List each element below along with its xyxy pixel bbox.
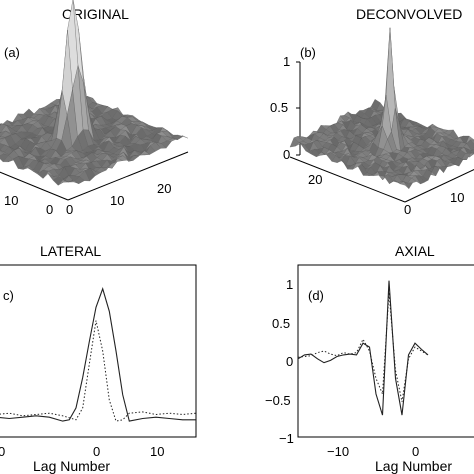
panel-b-surface: [289, 27, 474, 203]
panel-b-xtick-10: 10: [450, 190, 464, 205]
panel-b-ztick-05: 0.5: [270, 100, 288, 115]
panel-b-xtick-0: 0: [404, 202, 411, 217]
panel-a-facet: [62, 179, 74, 183]
panel-b-title: DECONVOLVED: [356, 6, 462, 22]
panel-c-axes-box: [0, 264, 197, 438]
panel-a-label: (a): [4, 45, 20, 60]
panel-d-series-dotted: [297, 292, 429, 402]
panel-c-label: c): [3, 288, 14, 303]
panel-d-label: (d): [308, 288, 324, 303]
panel-a-title: ORIGINAL: [62, 6, 129, 22]
panel-d-series-solid: [297, 280, 429, 416]
panel-d-ytick-0: 0: [286, 354, 293, 369]
panel-b-label: (b): [300, 45, 316, 60]
panel-d-plot: [297, 264, 474, 438]
panel-d-ytick-1: 1: [286, 277, 293, 292]
panel-a-xtick-10: 10: [110, 193, 124, 208]
panel-d-xtick-m10: −10: [327, 444, 349, 459]
panel-c-xlabel: Lag Number: [33, 458, 110, 474]
panel-a-xtick-0: 0: [66, 202, 73, 217]
panel-c-xtick-left: 0: [0, 444, 5, 459]
panel-b-x-axis: [404, 168, 474, 203]
panel-c-series-dotted: [0, 320, 197, 422]
panel-c-title: LATERAL: [40, 243, 101, 259]
panel-c-xtick-10: 10: [150, 444, 164, 459]
panel-d-ytick-05: 0.5: [272, 316, 290, 331]
panel-d-xtick-0: 0: [412, 444, 419, 459]
panel-d-ytick-m1: −1: [279, 431, 294, 446]
panel-b-ztick-0: 0: [283, 147, 290, 162]
panel-b-facet: [399, 181, 410, 189]
panel-c-plot: [0, 264, 197, 438]
panel-a-x-axis: [67, 151, 189, 201]
panel-c-xtick-0: 0: [93, 444, 100, 459]
panel-b-y-axis: [289, 156, 406, 203]
panel-b-ytick-20: 20: [308, 172, 322, 187]
panel-d-title: AXIAL: [395, 243, 435, 259]
panel-a-ytick-0: 0: [46, 202, 53, 217]
panel-d-xlabel: Lag Number: [375, 458, 452, 474]
panel-a-surface: [0, 0, 189, 201]
panel-a-xtick-20: 20: [157, 181, 171, 196]
panel-d-ytick-m05: −0.5: [265, 393, 291, 408]
panel-a-ytick-10: 10: [4, 193, 18, 208]
panel-b-ztick-1: 1: [283, 54, 290, 69]
panel-c-series-solid: [0, 287, 196, 422]
panel-d-axes-box: [297, 264, 474, 438]
panel-a-y-axis: [0, 171, 69, 201]
